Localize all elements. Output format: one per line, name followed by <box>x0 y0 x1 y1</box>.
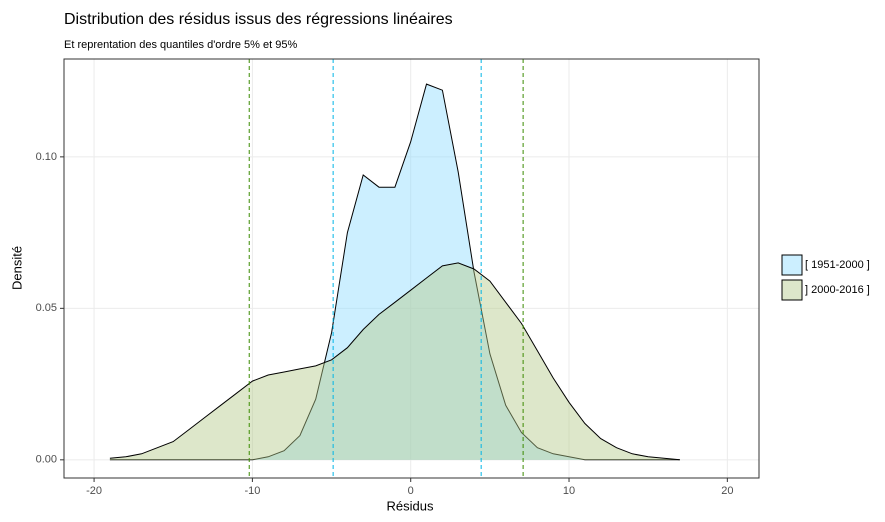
legend-label: [ 1951-2000 ] <box>805 259 870 271</box>
legend-label: ] 2000-2016 ] <box>805 284 870 296</box>
y-tick-label: 0.05 <box>36 302 57 314</box>
density-line <box>109 262 680 461</box>
plot-border <box>63 58 760 479</box>
y-axis-label: Densité <box>9 246 24 290</box>
x-tick-label: 20 <box>721 485 733 497</box>
x-tick-label: -10 <box>244 485 260 497</box>
x-axis-label: Résidus <box>387 498 434 513</box>
x-tick-label: 10 <box>563 485 575 497</box>
density-line <box>109 83 680 461</box>
y-tick-label: 0.10 <box>36 151 57 163</box>
density-area <box>109 84 680 460</box>
density-area <box>109 262 680 460</box>
chart-subtitle: Et reprentation des quantiles d'ordre 5%… <box>64 39 297 51</box>
chart-title: Distribution des résidus issus des régre… <box>64 11 453 28</box>
legend-key <box>781 254 803 276</box>
plot-panel <box>64 59 759 478</box>
x-tick-label: 0 <box>408 485 414 497</box>
legend-key <box>781 279 803 301</box>
x-tick-label: -20 <box>86 485 102 497</box>
y-tick-label: 0.00 <box>36 454 57 466</box>
